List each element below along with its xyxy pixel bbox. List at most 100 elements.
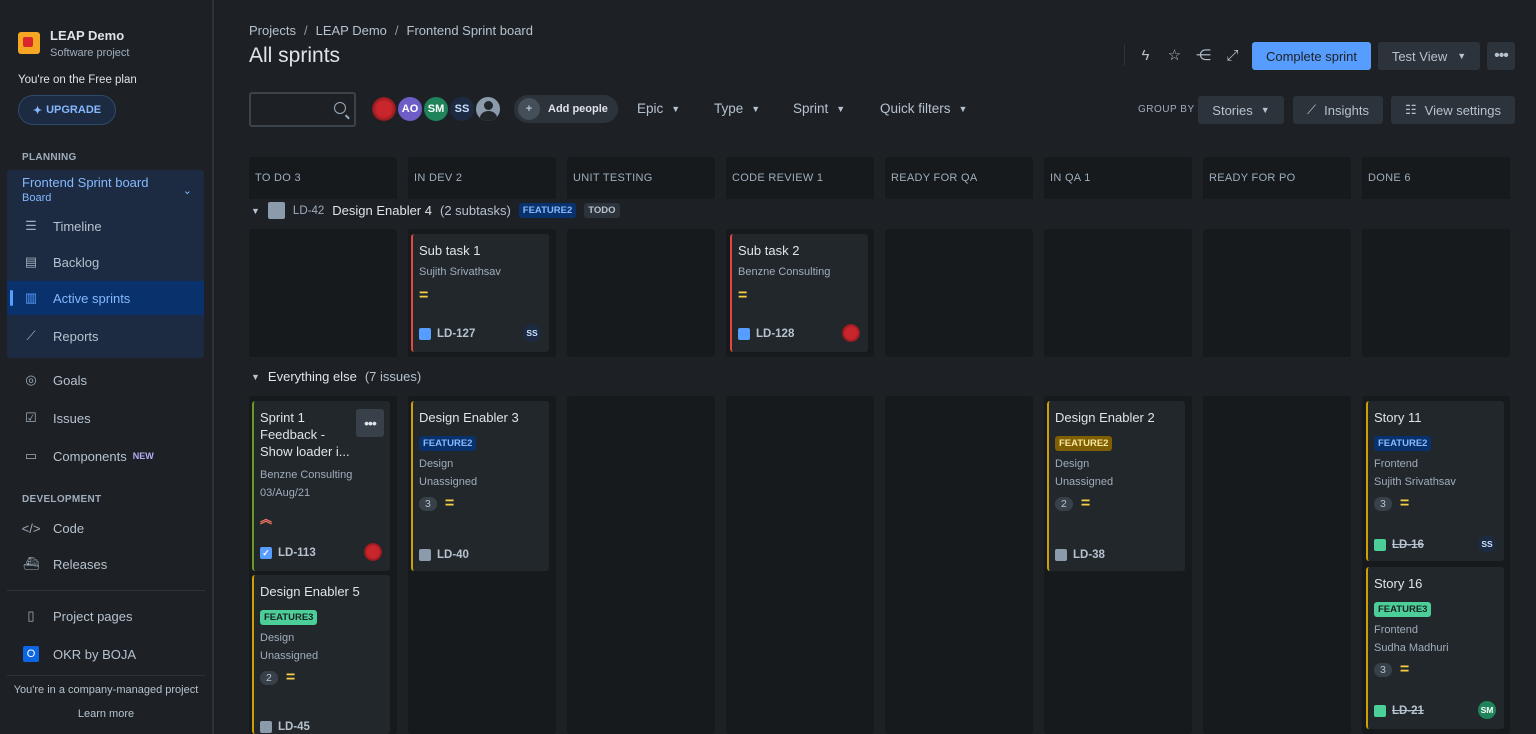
issue-card[interactable]: Design Enabler 5 FEATURE3 Design Unassig… [252,575,390,734]
issue-key[interactable]: LD-128 [756,328,795,340]
issue-key[interactable]: LD-127 [437,328,476,340]
issue-card[interactable]: Design Enabler 3 FEATURE2 Design Unassig… [411,401,549,571]
sidebar-item-components[interactable]: ▭ Components NEW [7,439,204,473]
breadcrumb-board[interactable]: Frontend Sprint board [406,23,533,38]
breadcrumb-project[interactable]: LEAP Demo [315,23,387,38]
more-actions-button[interactable]: ••• [1487,42,1515,70]
sidebar-item-label: Project pages [53,608,133,624]
priority-medium-icon: = [419,287,429,304]
avatar-filter-group: AO SM SS [370,95,502,123]
issue-card[interactable]: Sub task 1 Sujith Srivathsav = LD-127 SS [411,234,549,352]
sidebar-item-active-sprints[interactable]: ▥ Active sprints [7,281,204,315]
share-icon[interactable]: ⋲ [1196,47,1211,64]
filter-type[interactable]: Type ▼ [714,101,760,116]
lane-cell [1203,396,1351,734]
avatar: SS [1478,535,1496,553]
page-title: All sprints [249,44,341,67]
swimlane-header[interactable]: ▼ LD-42 Design Enabler 4 (2 subtasks) FE… [251,202,620,219]
column-header: UNIT TESTING [567,157,715,199]
issue-card[interactable]: Story 16 FEATURE3 Frontend Sudha Madhuri… [1366,567,1504,729]
sidebar-item-label: Goals [53,372,87,388]
issue-key[interactable]: LD-113 [278,547,316,559]
feature-label: FEATURE2 [518,203,577,218]
card-assignee: Unassigned [260,650,319,662]
sidebar-item-timeline[interactable]: ☰ Timeline [7,209,204,243]
issue-key[interactable]: LD-38 [1073,549,1105,561]
chevron-down-icon: ▼ [958,103,968,114]
issue-card[interactable]: Sprint 1 Feedback - Show loader i... •••… [252,401,390,571]
priority-medium-icon: = [1399,661,1410,678]
sidebar-item-label: Issues [53,410,91,426]
sidebar-item-okr[interactable]: O OKR by BOJA [7,637,204,671]
lane-cell [726,396,874,734]
avatar[interactable]: SM [422,95,450,123]
lane-cell [567,229,715,357]
lightning-icon[interactable]: ϟ [1141,46,1150,64]
filter-label: Quick filters [880,101,951,116]
issue-key[interactable]: LD-16 [1392,539,1424,551]
card-labels: FEATURE2 [1374,434,1496,451]
okr-icon: O [23,646,39,662]
chevron-down-icon: ▼ [251,205,260,216]
star-icon[interactable]: ☆ [1167,47,1182,64]
filter-quick[interactable]: Quick filters ▼ [880,101,967,116]
issue-card[interactable]: Sub task 2 Benzne Consulting = LD-128 [730,234,868,352]
swimlane-header[interactable]: ▼ Everything else (7 issues) [251,369,421,384]
sidebar-item-code[interactable]: </> Code [7,511,204,545]
avatar: SS [523,324,541,342]
card-assignee: Benzne Consulting [738,266,831,278]
project-header[interactable]: LEAP Demo Software project [18,26,129,59]
issue-key[interactable]: LD-40 [437,549,469,561]
sidebar-item-issues[interactable]: ☑ Issues [7,401,204,435]
view-select[interactable]: Test View ▼ [1378,42,1480,70]
lane-cell [885,396,1033,734]
lane-cell [885,229,1033,357]
sidebar-item-label: Active sprints [53,290,131,306]
sidebar-item-releases[interactable]: ⛴ Releases [7,547,204,581]
avatar[interactable]: SS [448,95,476,123]
chevron-down-icon[interactable]: ⌄ [182,185,192,197]
group-by-value: Stories [1212,102,1253,118]
insights-button[interactable]: ⟋ Insights [1293,96,1383,124]
view-settings-button[interactable]: ☷ View settings [1391,96,1515,124]
card-component: Frontend [1374,624,1419,636]
sidebar-item-label: OKR by BOJA [53,646,137,662]
filter-sprint[interactable]: Sprint ▼ [793,101,845,116]
complete-sprint-button[interactable]: Complete sprint [1252,42,1371,70]
avatar[interactable] [370,95,398,123]
card-component: Frontend [1374,458,1419,470]
card-component: Design [260,632,295,644]
group-by-select[interactable]: Stories ▼ [1198,96,1284,124]
header-divider [1124,44,1125,66]
add-people-button[interactable]: + Add people [514,95,618,123]
issue-card[interactable]: Story 11 FEATURE2 Frontend Sujith Srivat… [1366,401,1504,561]
upgrade-button[interactable]: ✦ UPGRADE [18,95,116,125]
avatar[interactable] [474,95,502,123]
feature-label: FEATURE2 [1374,436,1432,451]
fullscreen-icon[interactable]: ⤢ [1226,46,1239,64]
search-input[interactable] [249,92,356,127]
issue-key[interactable]: LD-45 [278,721,310,733]
issue-card[interactable]: Design Enabler 2 FEATURE2 Design Unassig… [1047,401,1185,571]
add-people-label: Add people [548,103,608,115]
avatar[interactable]: AO [396,95,424,123]
breadcrumb-projects[interactable]: Projects [249,23,296,38]
card-title: Design Enabler 5 [260,584,360,599]
sidebar-item-goals[interactable]: ◎ Goals [7,363,204,397]
sidebar-item-project-pages[interactable]: ▯ Project pages [7,599,204,633]
sidebar-item-label: Components [53,448,127,464]
search-icon [334,102,346,114]
sidebar-item-backlog[interactable]: ▤ Backlog [7,245,204,279]
sidebar-item-reports[interactable]: ⟋ Reports [7,319,204,353]
column-header: IN DEV 2 [408,157,556,199]
board-title[interactable]: Frontend Sprint board [22,175,149,190]
issue-key[interactable]: LD-21 [1392,705,1424,717]
learn-more-link[interactable]: Learn more [77,708,135,720]
card-footer: LD-38 [1055,549,1105,561]
sidebar-divider [7,675,205,676]
planning-section-label: PLANNING [22,152,77,163]
sidebar-item-label: Code [53,520,85,536]
card-more-button[interactable]: ••• [356,409,384,437]
filter-epic[interactable]: Epic ▼ [637,101,680,116]
components-icon: ▭ [24,448,38,463]
